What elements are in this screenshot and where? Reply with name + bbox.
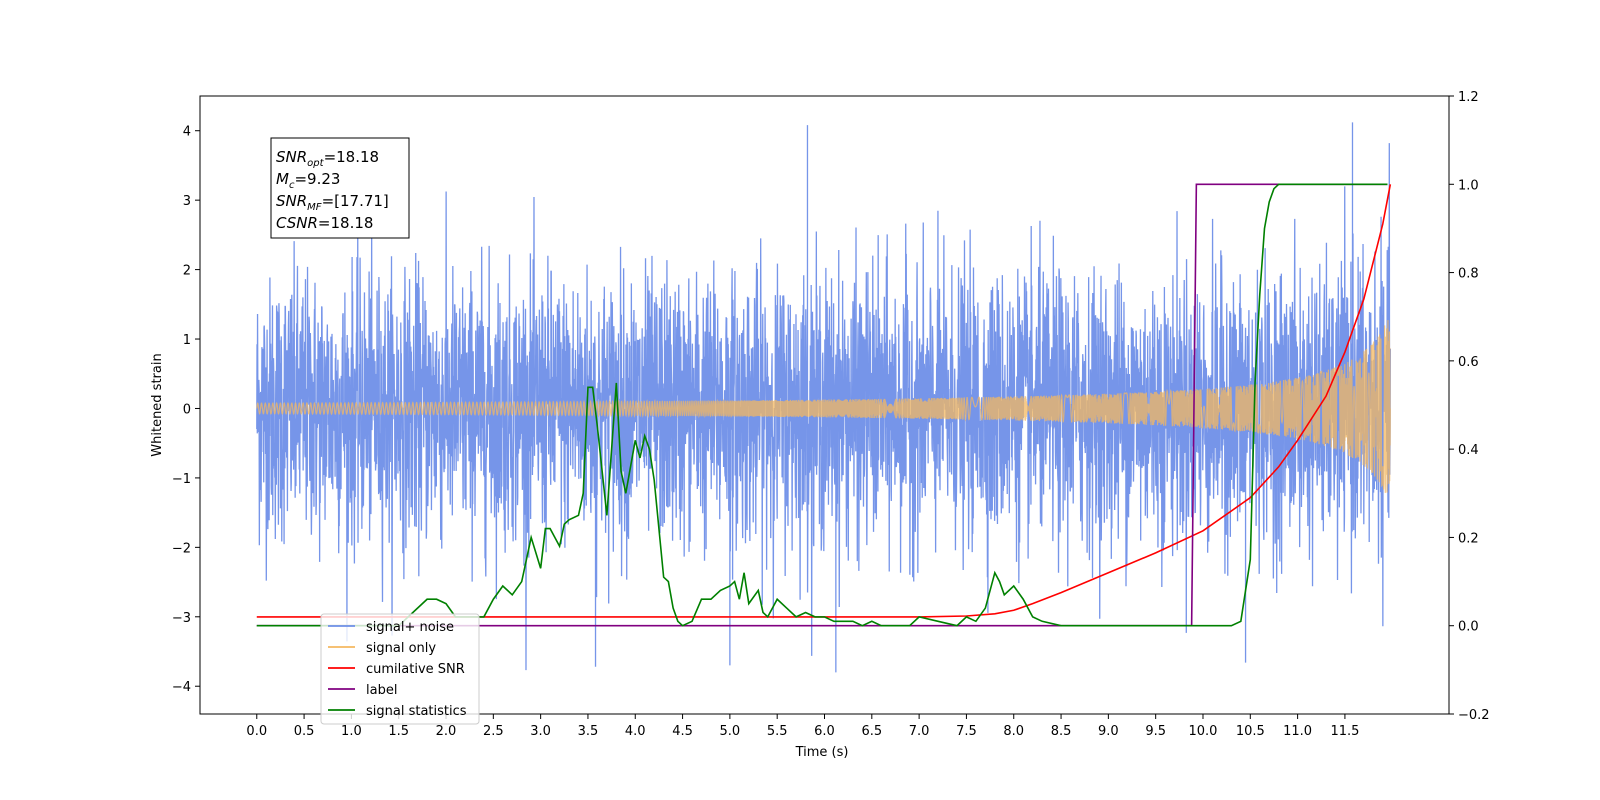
- x-tick-label: 2.0: [436, 724, 457, 739]
- y-right-tick-label: 0.0: [1458, 620, 1479, 635]
- y-left-tick-label: 0: [183, 402, 191, 417]
- legend-frame: [320, 613, 480, 725]
- legend-label: signal statistics: [366, 704, 467, 719]
- annotation-line: SNRopt=18.18: [276, 148, 379, 169]
- x-axis-label: Time (s): [795, 745, 849, 760]
- y-left-tick-label: −3: [172, 611, 191, 626]
- legend-label: label: [366, 683, 397, 698]
- x-tick-label: 2.5: [483, 724, 504, 739]
- y-right-tick-label: 0.2: [1458, 531, 1479, 546]
- y-left-tick-label: −2: [172, 541, 191, 556]
- y-left-tick-label: 2: [183, 264, 191, 279]
- x-tick-label: 7.5: [956, 724, 977, 739]
- x-tick-label: 7.0: [909, 724, 930, 739]
- x-tick-label: 10.0: [1189, 724, 1218, 739]
- x-tick-label: 6.5: [861, 724, 882, 739]
- annotation-line: CSNR=18.18: [276, 214, 373, 232]
- x-tick-label: 1.0: [341, 724, 362, 739]
- legend-label: cumilative SNR: [366, 662, 465, 677]
- y-right-tick-label: 0.6: [1458, 355, 1479, 370]
- series-signal-noise: [256, 122, 1391, 673]
- y-left-tick-label: 3: [183, 194, 191, 209]
- x-tick-label: 10.5: [1236, 724, 1265, 739]
- series-signal-statistics: [256, 183, 1388, 627]
- y-right-tick-label: 0.4: [1458, 443, 1479, 458]
- x-tick-label: 3.5: [578, 724, 599, 739]
- x-tick-label: 9.5: [1145, 724, 1166, 739]
- x-tick-label: 9.0: [1098, 724, 1119, 739]
- x-tick-label: 0.5: [294, 724, 315, 739]
- y-left-tick-label: −1: [172, 472, 191, 487]
- x-tick-label: 3.0: [530, 724, 551, 739]
- legend: signal+ noise signal only cumilative SNR la…: [320, 613, 480, 725]
- y-axis-label: Whitened strain: [150, 353, 165, 456]
- annotation-line: SNRMF=[17.71]: [276, 192, 389, 213]
- x-tick-label: 5.0: [720, 724, 741, 739]
- y-right-tick-label: 1.2: [1458, 90, 1479, 105]
- legend-label: signal+ noise: [366, 620, 454, 635]
- x-tick-label: 5.5: [767, 724, 788, 739]
- x-tick-label: 11.5: [1330, 724, 1359, 739]
- annotation-box: SNRopt=18.18Mc=9.23SNRMF=[17.71]CSNR=18.…: [270, 137, 410, 239]
- x-tick-label: 11.0: [1283, 724, 1312, 739]
- annotation-frame: [270, 137, 410, 239]
- annotation-line: Mc=9.23: [276, 170, 340, 191]
- x-tick-label: 4.0: [625, 724, 646, 739]
- x-tick-label: 8.5: [1051, 724, 1072, 739]
- y-left-tick-label: 4: [183, 125, 191, 140]
- y-right-tick-label: −0.2: [1458, 708, 1490, 723]
- y-right-tick-label: 0.8: [1458, 267, 1479, 282]
- y-axis-left: −4 −3 −2 −1 0 1 2 3 4: [172, 125, 200, 695]
- series-cumulative-snr: [256, 184, 1392, 618]
- x-tick-label: 4.5: [672, 724, 693, 739]
- x-tick-label: 1.5: [388, 724, 409, 739]
- series-signal-only: [256, 320, 1391, 493]
- x-tick-label: 8.0: [1003, 724, 1024, 739]
- x-axis: 0.0 0.5 1.0 1.5 2.0 2.5 3.0 3.5 4.0 4.5 5.0 5.5 6.0 6…: [246, 714, 1359, 739]
- y-axis-right: −0.2 0.0 0.2 0.4 0.6 0.8 1.0 1.2: [1449, 90, 1490, 723]
- y-left-tick-label: −4: [172, 680, 191, 695]
- legend-label: signal only: [366, 641, 436, 656]
- y-left-tick-label: 1: [183, 333, 191, 348]
- x-tick-label: 0.0: [246, 724, 267, 739]
- y-right-tick-label: 1.0: [1458, 178, 1479, 193]
- series-layer: [256, 122, 1392, 673]
- x-tick-label: 6.0: [814, 724, 835, 739]
